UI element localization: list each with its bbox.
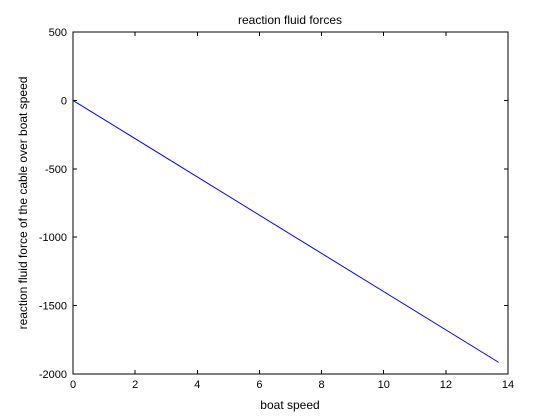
y-tick-label: -2000 <box>39 369 67 381</box>
y-tick-label: 500 <box>49 27 67 39</box>
series-group <box>73 100 499 362</box>
x-tick-label: 10 <box>378 379 390 391</box>
y-tick-label: -500 <box>45 164 67 176</box>
x-tick-label: 4 <box>194 379 200 391</box>
x-axis: 0 2 4 6 8 10 12 14 <box>70 32 514 391</box>
y-axis-label: reaction fluid force of the cable over b… <box>16 77 30 330</box>
series-line <box>73 100 499 362</box>
x-tick-label: 14 <box>502 379 514 391</box>
x-tick-label: 2 <box>132 379 138 391</box>
y-tick-label: -1500 <box>39 301 67 313</box>
y-tick-label: -1000 <box>39 232 67 244</box>
x-tick-label: 12 <box>440 379 452 391</box>
x-tick-label: 8 <box>319 379 325 391</box>
axes-box <box>73 32 508 374</box>
y-tick-label: 0 <box>61 95 67 107</box>
y-axis: 500 0 -500 -1000 -1500 -2000 <box>39 27 508 381</box>
chart-title: reaction fluid forces <box>238 13 342 27</box>
x-axis-label: boat speed <box>260 398 319 412</box>
plot-area: 0 2 4 6 8 10 12 14 500 0 -500 -1000 -1500 -2000 <box>39 27 514 391</box>
x-tick-label: 0 <box>70 379 76 391</box>
x-tick-label: 6 <box>256 379 262 391</box>
